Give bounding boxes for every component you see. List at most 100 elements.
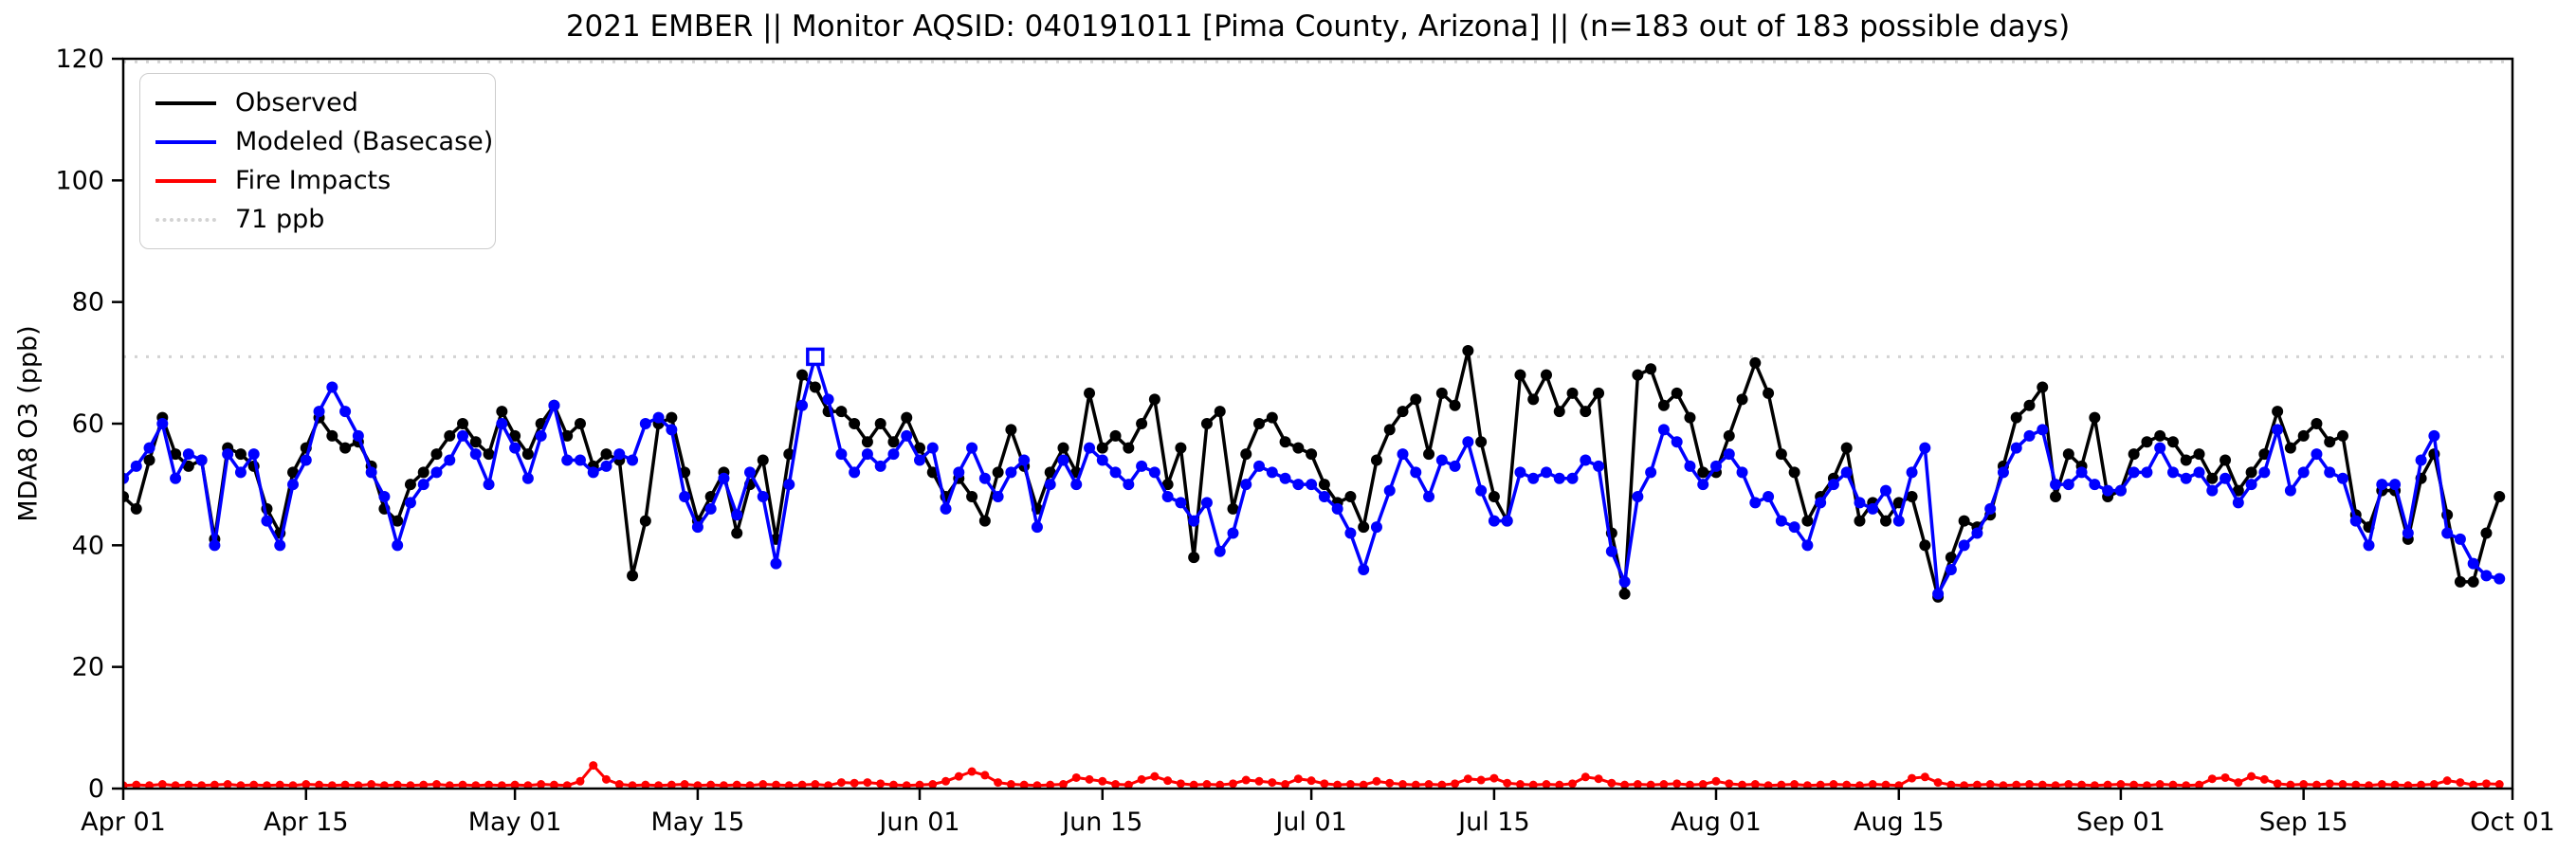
- observed-marker: [2272, 406, 2284, 418]
- fire-impacts-line-sample: [155, 178, 216, 183]
- observed-marker: [1801, 515, 1814, 527]
- observed-marker: [2245, 466, 2257, 479]
- x-tick-label: Jul 15: [1456, 808, 1530, 837]
- modeled-basecase-marker: [940, 502, 952, 515]
- modeled-basecase-marker: [326, 381, 338, 393]
- observed-marker: [1084, 387, 1096, 399]
- modeled-basecase-marker: [874, 460, 886, 472]
- observed-marker: [1161, 479, 1174, 491]
- modeled-basecase-marker: [430, 466, 443, 479]
- observed-marker: [1566, 387, 1579, 399]
- observed-marker: [1279, 436, 1291, 448]
- modeled-basecase-marker: [261, 515, 273, 527]
- fire-impacts-marker: [2390, 780, 2400, 789]
- fire-impacts-marker: [1933, 778, 1943, 788]
- observed-marker: [1736, 393, 1748, 406]
- modeled-basecase-marker: [1671, 436, 1683, 448]
- observed-marker: [1945, 552, 1957, 564]
- modeled-basecase-marker: [2363, 539, 2375, 552]
- fire-impacts-marker: [2259, 774, 2269, 784]
- modeled-basecase-marker: [1684, 460, 1696, 472]
- modeled-basecase-marker: [444, 454, 456, 466]
- modeled-basecase-marker: [1971, 527, 1983, 539]
- legend: Observed Modeled (Basecase) Fire Impacts…: [139, 73, 496, 249]
- observed-marker: [182, 460, 194, 472]
- observed-marker: [1435, 387, 1448, 399]
- modeled-basecase-marker: [195, 454, 208, 466]
- observed-marker: [1671, 387, 1683, 399]
- modeled-basecase-marker: [1306, 479, 1318, 491]
- observed-marker: [2050, 491, 2062, 502]
- fire-impacts-marker: [1372, 776, 1381, 786]
- modeled-basecase-marker: [1553, 472, 1565, 484]
- fire-impacts-marker: [1908, 773, 1917, 783]
- modeled-basecase-marker: [2141, 466, 2153, 479]
- fire-impacts-marker: [863, 778, 872, 788]
- fire-impacts-marker: [1228, 779, 1237, 789]
- observed-marker: [1514, 369, 1526, 381]
- fire-impacts-marker: [2442, 776, 2452, 786]
- legend-item-observed: Observed: [155, 83, 482, 122]
- fire-impacts-marker: [2286, 780, 2295, 789]
- fire-impacts-marker: [2037, 780, 2047, 789]
- modeled-basecase-marker: [1697, 479, 1709, 491]
- fire-impacts-marker: [1972, 780, 1982, 789]
- fire-impacts-marker: [836, 778, 846, 788]
- modeled-basecase-marker: [222, 448, 234, 461]
- fire-impacts-marker: [876, 779, 886, 789]
- modeled-basecase-marker: [1279, 472, 1291, 484]
- fire-impacts-marker: [458, 780, 467, 789]
- modeled-basecase-marker: [365, 466, 377, 479]
- modeled-basecase-marker: [2037, 424, 2049, 436]
- fire-impacts-marker: [2456, 778, 2465, 788]
- observed-marker: [339, 442, 352, 454]
- fire-impacts-marker: [1750, 780, 1760, 789]
- observed-marker: [1109, 429, 1122, 442]
- observed-marker: [639, 515, 651, 527]
- modeled-basecase-marker: [953, 466, 965, 479]
- fire-impacts-marker: [445, 781, 454, 789]
- y-tick-label: 80: [72, 288, 104, 318]
- fire-impacts-marker: [236, 781, 246, 789]
- modeled-basecase-marker: [1344, 527, 1357, 539]
- fire-impacts-marker: [811, 780, 820, 789]
- modeled-basecase-marker: [2376, 479, 2388, 491]
- fire-impacts-marker: [301, 780, 311, 789]
- legend-label-modeled: Modeled (Basecase): [235, 127, 494, 156]
- fire-impacts-marker: [288, 781, 298, 789]
- fire-impacts-marker: [2220, 772, 2230, 782]
- modeled-basecase-marker: [1723, 448, 1735, 461]
- observed-marker: [1749, 356, 1762, 369]
- modeled-basecase-marker: [1788, 521, 1800, 534]
- modeled-basecase-marker: [822, 393, 834, 406]
- fire-impacts-marker: [497, 781, 506, 789]
- fire-impacts-marker: [1790, 780, 1800, 789]
- modeled-basecase-marker: [2389, 479, 2402, 491]
- y-tick-label: 40: [72, 531, 104, 560]
- fire-impacts-marker: [706, 780, 716, 789]
- modeled-basecase-marker: [743, 466, 756, 479]
- observed-marker: [978, 515, 991, 527]
- observed-marker: [1880, 515, 1892, 527]
- modeled-basecase-marker: [1710, 460, 1722, 472]
- fire-impacts-marker: [171, 781, 180, 789]
- modeled-basecase-marker: [417, 479, 429, 491]
- fire-impacts-marker: [1738, 780, 1747, 789]
- modeled-basecase-marker: [483, 479, 495, 491]
- modeled-basecase-marker: [170, 472, 182, 484]
- observed-marker: [1123, 442, 1135, 454]
- modeled-basecase-marker: [1645, 466, 1657, 479]
- observed-marker: [1410, 393, 1422, 406]
- fire-impacts-marker: [2142, 781, 2151, 789]
- observed-marker: [2180, 454, 2192, 466]
- fire-impacts-marker: [1555, 780, 1564, 789]
- fire-impacts-marker: [602, 774, 612, 784]
- fire-impacts-marker: [1215, 780, 1225, 789]
- modeled-basecase-marker: [1514, 466, 1526, 479]
- modeled-basecase-marker: [339, 406, 352, 418]
- fire-impacts-marker: [784, 781, 794, 789]
- modeled-basecase-marker: [1475, 484, 1488, 497]
- modeled-basecase-marker: [639, 418, 651, 429]
- modeled-basecase-marker: [835, 448, 848, 461]
